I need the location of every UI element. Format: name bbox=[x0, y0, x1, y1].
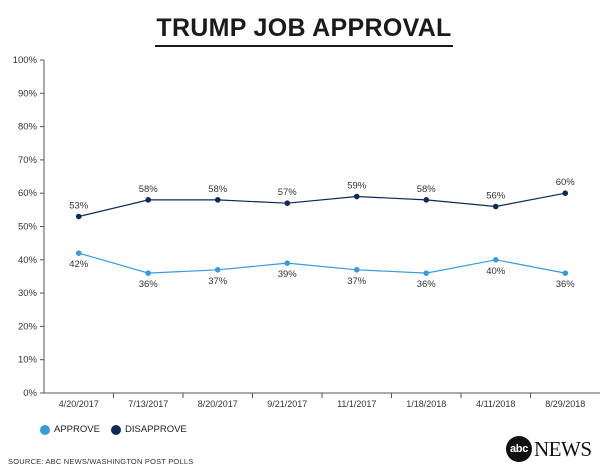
abc-logo-mark: abc bbox=[506, 436, 532, 462]
data-point-approve bbox=[492, 257, 499, 263]
data-point-disapprove bbox=[353, 193, 360, 200]
data-point-disapprove bbox=[562, 190, 569, 196]
legend-label-disapprove: DISAPPROVE bbox=[125, 424, 187, 435]
y-tick-label: 80% bbox=[18, 122, 38, 133]
data-point-disapprove bbox=[214, 197, 221, 203]
title-underline bbox=[155, 45, 453, 47]
data-label-approve: 42% bbox=[69, 259, 89, 270]
data-point-disapprove bbox=[75, 213, 82, 220]
chart-axes bbox=[43, 60, 600, 394]
data-label-approve: 39% bbox=[278, 269, 298, 280]
data-label-disapprove: 53% bbox=[69, 201, 89, 212]
x-tick-label: 4/20/2017 bbox=[59, 399, 99, 409]
data-point-disapprove bbox=[284, 200, 291, 206]
data-point-approve bbox=[353, 266, 360, 273]
data-label-approve: 36% bbox=[417, 279, 437, 290]
x-tick-label: 1/18/2018 bbox=[406, 399, 446, 409]
y-tick-label: 50% bbox=[18, 222, 38, 233]
data-label-disapprove: 59% bbox=[347, 181, 367, 192]
legend-item-disapprove: DISAPPROVE bbox=[111, 424, 187, 435]
legend-label-approve: APPROVE bbox=[54, 424, 100, 435]
data-point-approve bbox=[145, 270, 152, 276]
legend-swatch-disapprove bbox=[111, 424, 121, 435]
data-label-disapprove: 58% bbox=[139, 184, 159, 195]
data-point-disapprove bbox=[423, 197, 430, 203]
data-labels: 42% 36% 37% 39% 37% 36% 40% 36% 53% 58% 58% 57% 59% 5… bbox=[69, 177, 575, 290]
data-point-approve bbox=[75, 250, 82, 256]
y-tick-labels: 0% 10% 20% 30% 40% 50% 60% 70% 80% 90% 100% bbox=[13, 55, 44, 399]
data-point-approve bbox=[284, 260, 291, 266]
y-tick-label: 100% bbox=[13, 55, 38, 66]
y-tick-label: 70% bbox=[18, 155, 38, 166]
data-label-approve: 40% bbox=[486, 266, 506, 277]
data-label-disapprove: 60% bbox=[556, 177, 576, 188]
source-note: SOURCE: ABC NEWS/WASHINGTON POST POLLS bbox=[8, 457, 194, 466]
x-tick-label: 9/21/2017 bbox=[267, 399, 307, 409]
data-point-disapprove bbox=[145, 197, 152, 203]
series-lines bbox=[78, 192, 566, 274]
y-tick-label: 40% bbox=[18, 255, 38, 266]
series-line-disapprove bbox=[78, 192, 566, 218]
series-points bbox=[75, 190, 569, 276]
x-tick-labels: 4/20/2017 7/13/2017 8/20/2017 9/21/2017 11/1… bbox=[59, 393, 585, 409]
data-label-approve: 37% bbox=[208, 276, 228, 287]
x-tick-label: 8/20/2017 bbox=[198, 399, 238, 409]
chart-title: TRUMP JOB APPROVAL bbox=[156, 14, 452, 42]
data-label-approve: 37% bbox=[347, 276, 367, 287]
x-tick-label: 11/1/2017 bbox=[337, 399, 376, 409]
x-tick-label: 7/13/2017 bbox=[128, 399, 168, 409]
x-tick-label: 8/29/2018 bbox=[545, 399, 585, 409]
data-label-approve: 36% bbox=[139, 279, 159, 290]
x-tick-label: 4/11/2018 bbox=[476, 399, 515, 409]
series-line-approve bbox=[78, 252, 566, 274]
legend-swatch-approve bbox=[40, 424, 50, 435]
data-point-approve bbox=[423, 270, 430, 276]
data-point-approve bbox=[562, 270, 569, 276]
data-label-approve: 36% bbox=[556, 279, 576, 290]
data-label-disapprove: 56% bbox=[486, 191, 506, 202]
y-tick-label: 10% bbox=[18, 355, 38, 366]
y-tick-label: 90% bbox=[18, 88, 38, 99]
data-label-disapprove: 58% bbox=[208, 184, 228, 195]
legend-item-approve: APPROVE bbox=[40, 424, 100, 435]
data-point-disapprove bbox=[492, 203, 499, 210]
data-label-disapprove: 57% bbox=[278, 187, 298, 198]
abc-logo-news: NEWS bbox=[534, 436, 592, 461]
y-tick-label: 20% bbox=[18, 321, 38, 332]
data-label-disapprove: 58% bbox=[417, 184, 437, 195]
y-tick-label: 30% bbox=[18, 288, 38, 299]
y-tick-label: 60% bbox=[18, 188, 38, 199]
y-tick-label: 0% bbox=[23, 388, 37, 399]
abc-news-logo: abc NEWS bbox=[506, 434, 592, 464]
data-point-approve bbox=[214, 266, 221, 273]
